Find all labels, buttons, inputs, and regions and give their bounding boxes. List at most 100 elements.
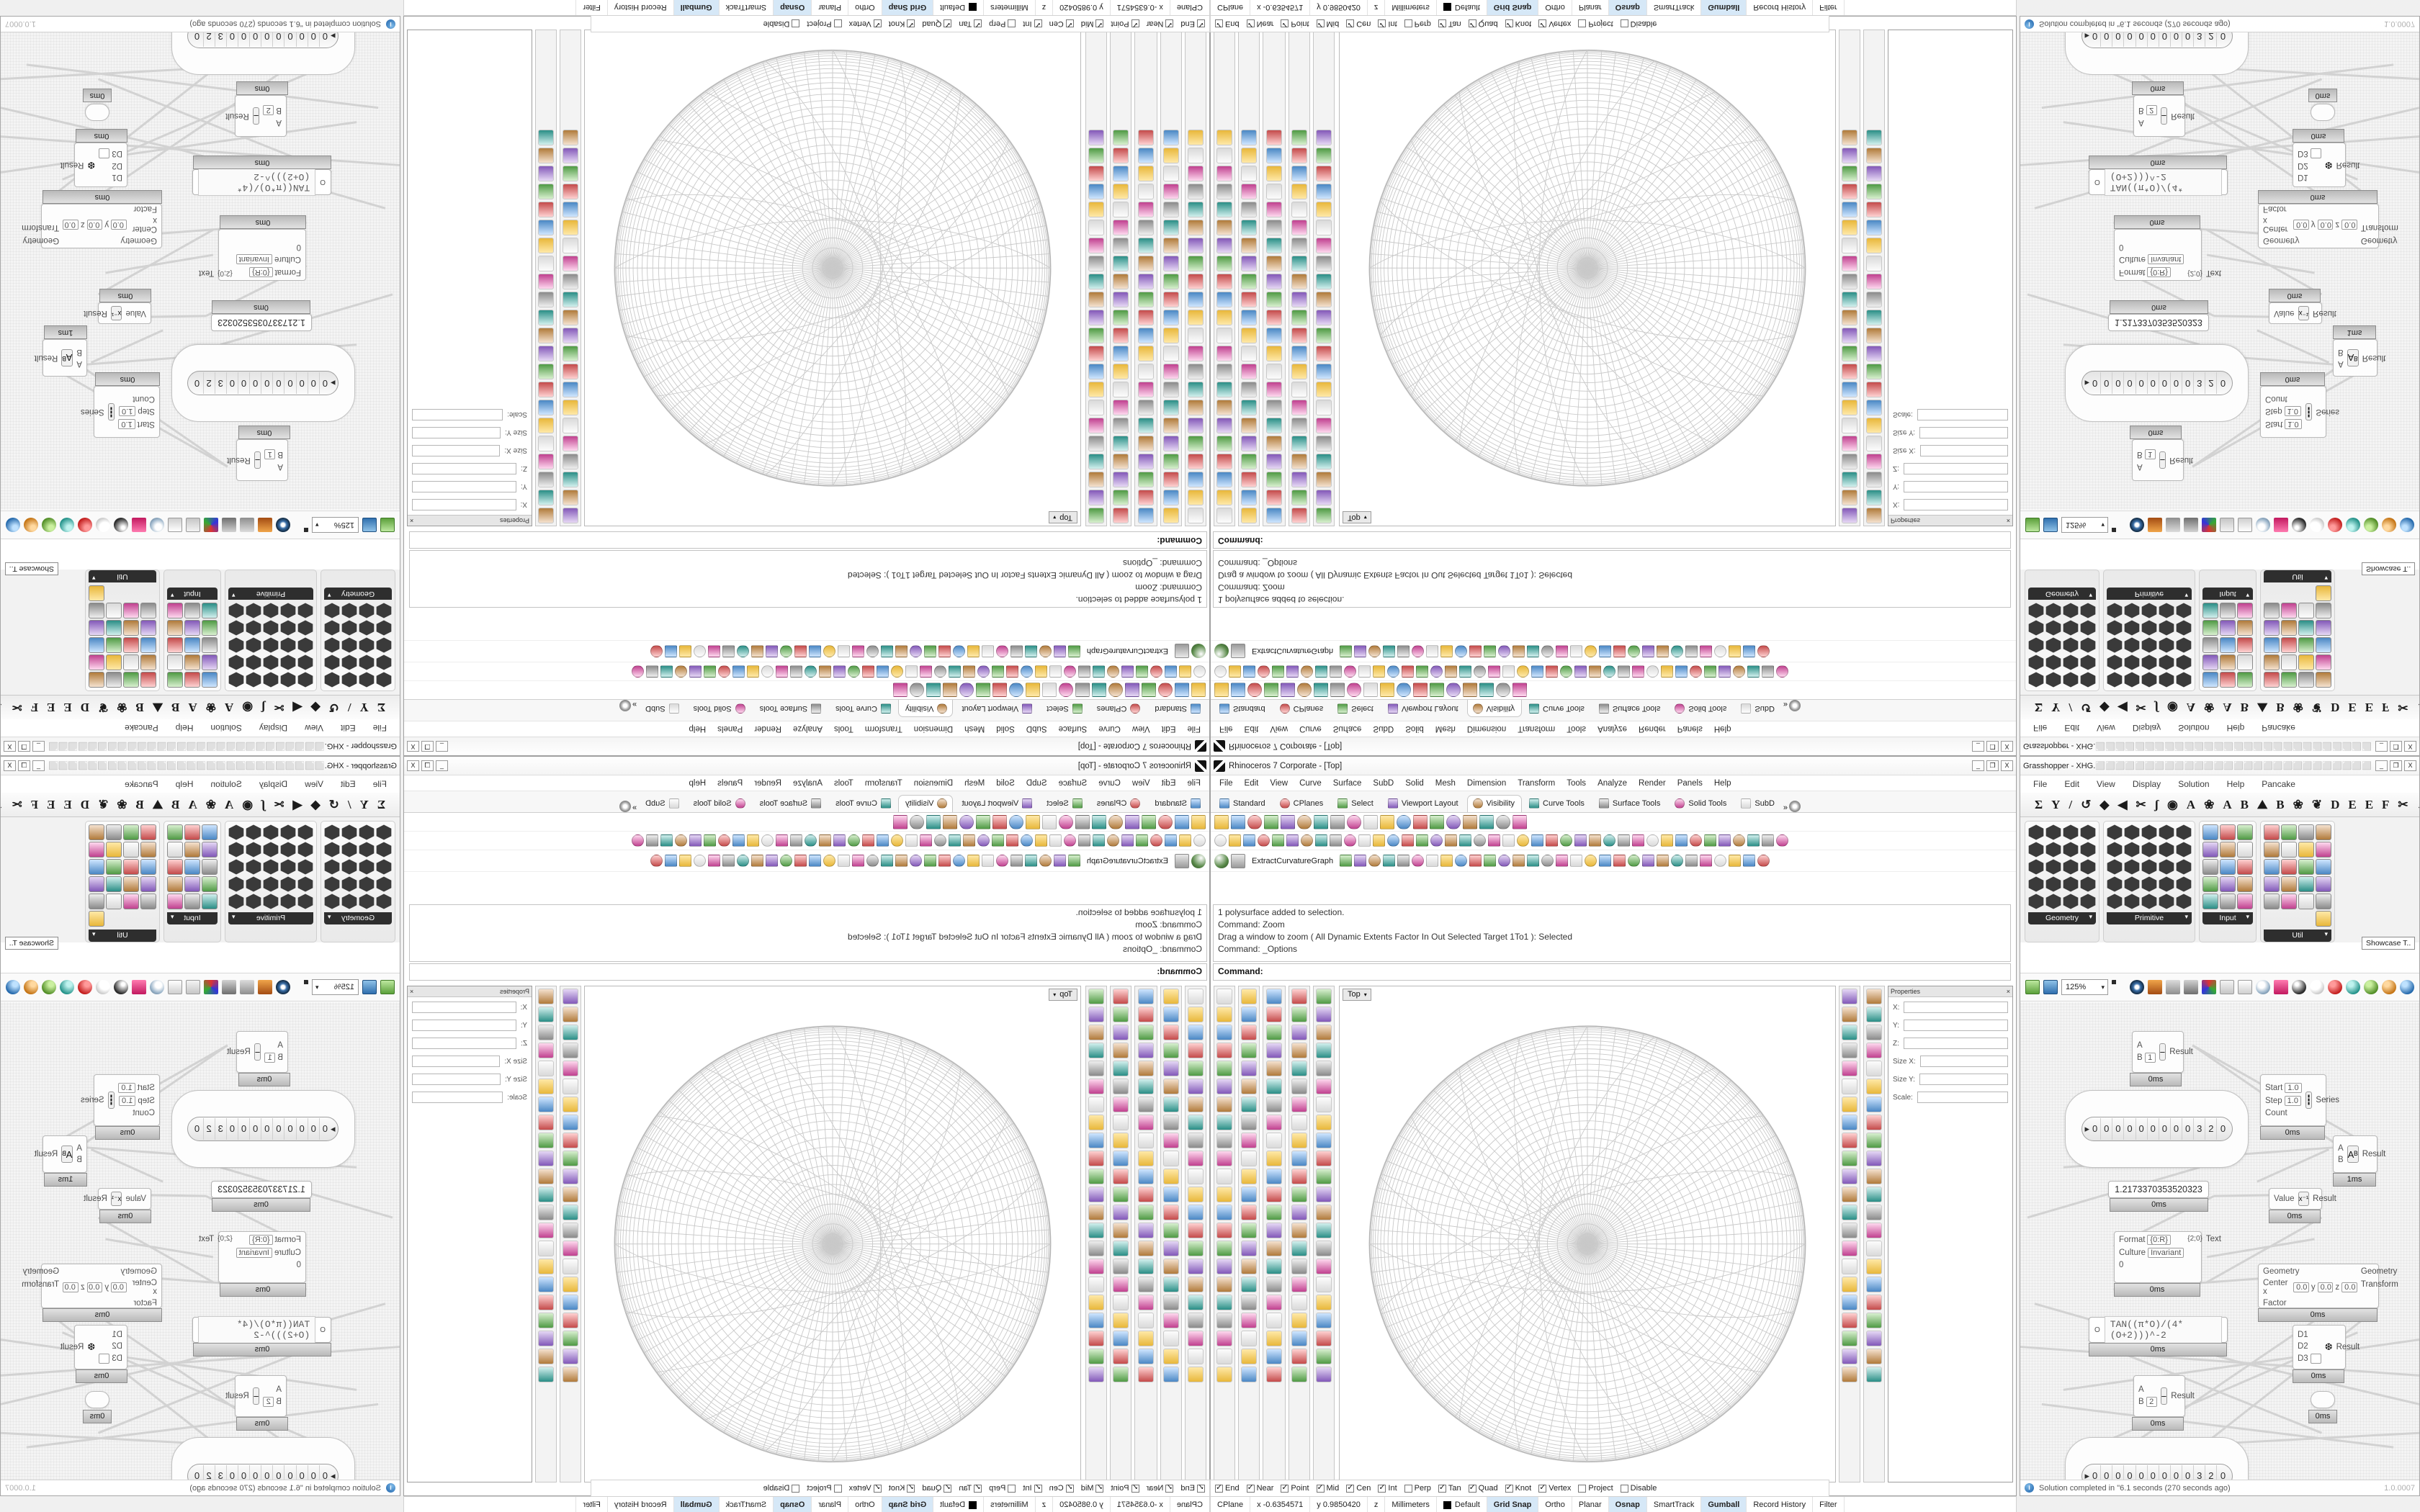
gh-component-icon[interactable] [341,637,357,653]
side-tool-icon-6-5[interactable] [1866,418,1882,433]
osnap-checkbox-quad[interactable] [944,19,952,28]
analysis-tool-icon-1[interactable] [1354,855,1367,867]
property-value-field[interactable] [1904,499,2008,510]
node-param[interactable] [85,1391,109,1408]
tube-icon[interactable] [1231,853,1245,868]
gh-component-icon[interactable] [2237,859,2253,875]
gh-menu-solution[interactable]: Solution [210,779,242,789]
side-tool-icon-6-2[interactable] [1866,1025,1882,1040]
rhino-properties-panel[interactable]: Properties × X: Y: Z: Size X: Size Y: Scale: [1888,986,2013,1482]
osnap-checkbox-tan[interactable] [1438,1483,1446,1493]
gh-menu-pancake[interactable]: Pancake [125,723,158,733]
draw-tool-icon-31[interactable] [747,665,759,678]
side-tool-icon-6-19[interactable] [1866,166,1882,181]
side-tool-icon-1-1[interactable] [1241,490,1257,505]
side-tool-icon-2-20[interactable] [1266,1349,1282,1364]
gh-component-icon[interactable] [89,842,104,858]
draw-tool-icon-2[interactable] [1165,665,1177,678]
side-tool-icon-4-12[interactable] [1316,1205,1332,1220]
side-tool-icon-4-12[interactable] [1088,292,1104,307]
gh-ribbon-tab-20[interactable]: E [2365,797,2374,811]
gh-ribbon-tab-14[interactable]: ⛰ [2257,701,2268,715]
analysis-tool-icon-20[interactable] [1628,645,1641,657]
side-tool-icon-2-20[interactable] [1266,148,1282,163]
output-port-result[interactable]: Result [225,112,249,120]
side-tool-icon-1-0[interactable] [1163,989,1179,1004]
side-tool-icon-0-9[interactable] [1188,1151,1204,1166]
draw-tool-icon-10[interactable] [1358,834,1371,847]
side-tool-icon-1-3[interactable] [1241,1043,1257,1058]
gh-component-icon[interactable] [376,824,392,840]
gh-component-icon[interactable] [280,637,296,653]
rhino-window-controls[interactable]: _ ❐ X [1972,741,2013,752]
draw-tool-icon-31[interactable] [1661,834,1673,847]
side-tool-icon-5-14[interactable] [1842,1241,1857,1256]
gh-component-icon[interactable] [376,842,392,858]
side-tool-icon-3-12[interactable] [1113,1205,1129,1220]
rhino-menu-analyze[interactable]: Analyze [1597,778,1627,788]
draw-tool-icon-37[interactable] [660,665,673,678]
gh-component-icon[interactable] [2316,859,2331,875]
analysis-tool-icon-22[interactable] [1657,855,1670,867]
gh-component-icon[interactable] [2028,654,2044,670]
analysis-tool-icon-20[interactable] [1628,855,1641,867]
rhino-visibility-toolbar[interactable] [1211,813,2016,832]
input-port-value[interactable]: Value [2274,309,2295,318]
analysis-tool-icon-9[interactable] [1469,645,1482,657]
status-toggle-gumball[interactable]: Gumball [1701,0,1747,15]
side-tool-icon-0-13[interactable] [1216,274,1232,289]
node-format[interactable]: Format {0:R} Culture Invariant 0 {2;0} T… [199,229,306,281]
center-x-value[interactable]: 0.0 [111,220,127,230]
side-tool-icon-6-17[interactable] [1866,202,1882,217]
draw-tool-icon-32[interactable] [1675,665,1688,678]
gh-component-icon[interactable] [246,620,261,636]
slider-digit-strip[interactable]: ▸ 0 0 0 0 0 0 0 0 0 3 2 0 [2081,32,2233,48]
rhino-tab-solid-tools[interactable]: Solid Tools [1669,795,1734,812]
document-info-icon[interactable] [168,980,182,994]
gh-component-icon[interactable] [106,620,122,636]
gh-component-icon[interactable] [2080,859,2096,875]
rhino-tab-visibility[interactable]: Visibility [897,700,954,717]
rhino-tab-solid-tools[interactable]: Solid Tools [686,700,751,717]
gh-ribbon-tab-16[interactable]: ❀ [117,797,127,811]
gh-component-icon[interactable] [2063,842,2079,858]
side-tool-icon-3-5[interactable] [1113,418,1129,433]
side-tool-icon-3-7[interactable] [1113,1115,1129,1130]
side-tool-icon-3-19[interactable] [1113,1331,1129,1346]
visibility-tool-icon-9[interactable] [1363,814,1378,829]
side-tool-icon-4-17[interactable] [1088,202,1104,217]
side-tool-icon-3-4[interactable] [1113,1061,1129,1076]
side-tool-icon-3-9[interactable] [1113,346,1129,361]
gh-component-icon[interactable] [167,672,183,688]
gh-component-icon[interactable] [2124,620,2140,636]
gh-component-icon[interactable] [2316,654,2331,670]
output-port-result[interactable]: Result [2313,1194,2336,1203]
draw-tool-icon-27[interactable] [1603,665,1615,678]
osnap-end[interactable]: End [1180,1484,1205,1493]
gh-ribbon-tab-22[interactable]: ✂ [2398,701,2408,715]
side-tool-icon-5-14[interactable] [563,1241,578,1256]
side-tool-icon-5-13[interactable] [1842,1223,1857,1238]
analysis-tool-icon-1[interactable] [1053,645,1066,657]
analysis-tool-icon-8[interactable] [1455,645,1468,657]
property-value-field[interactable] [412,427,501,438]
gh-component-icon[interactable] [2063,876,2079,892]
osnap-near[interactable]: Near [1246,19,1273,28]
gh-component-icon[interactable] [2141,894,2157,909]
status-toggle-osnap[interactable]: Osnap [773,0,812,15]
gh-panel-geometry[interactable]: Geometry [321,821,395,942]
gh-component-icon[interactable] [228,824,244,840]
start-value[interactable]: 1.0 [2285,419,2302,429]
analysis-tool-icon-11[interactable] [909,645,922,657]
rhino-visibility-toolbar[interactable] [404,680,1209,699]
side-tool-icon-5-3[interactable] [1842,454,1857,469]
osnap-checkbox-quad[interactable] [1468,19,1476,28]
visibility-tool-icon-5[interactable] [1108,814,1123,829]
rhino-menubar[interactable]: File Edit View Curve Surface SubD Solid Mesh Dim… [1211,775,2016,791]
side-tool-icon-5-0[interactable] [1842,989,1857,1004]
gh-component-icon[interactable] [2316,876,2331,892]
visibility-tool-icon-14[interactable] [1446,814,1461,829]
gh-component-icon[interactable] [2264,876,2280,892]
side-tool-icon-2-9[interactable] [1266,1151,1282,1166]
side-tool-icon-6-14[interactable] [1866,256,1882,271]
